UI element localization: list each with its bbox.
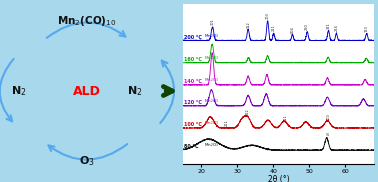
Text: 400: 400: [327, 114, 331, 120]
Text: 101: 101: [211, 19, 214, 25]
Text: 80 °C: 80 °C: [184, 144, 199, 149]
Text: N$_2$: N$_2$: [11, 84, 27, 98]
X-axis label: 2θ (°): 2θ (°): [268, 175, 290, 182]
Text: 224: 224: [335, 25, 338, 31]
Text: 004: 004: [290, 26, 294, 33]
Text: 211: 211: [225, 120, 229, 126]
Text: 411: 411: [284, 114, 288, 120]
Text: 123: 123: [365, 25, 369, 32]
Text: O$_3$: O$_3$: [79, 154, 95, 168]
Text: 211: 211: [272, 25, 276, 31]
Text: 321: 321: [327, 22, 330, 29]
Text: 140 °C: 140 °C: [184, 79, 202, 84]
Text: Mn$_2$(CO)$_{10}$: Mn$_2$(CO)$_{10}$: [57, 14, 117, 28]
Text: Mn$_2$O$_3$: Mn$_2$O$_3$: [204, 97, 219, 105]
Text: ALD: ALD: [73, 84, 101, 98]
Text: 160 °C: 160 °C: [184, 57, 202, 62]
Text: Mn$_2$O$_3$: Mn$_2$O$_3$: [204, 120, 219, 127]
Text: 103: 103: [266, 12, 270, 19]
Text: Mn$_2$O$_3$: Mn$_2$O$_3$: [204, 54, 219, 62]
Text: Si: Si: [325, 133, 329, 137]
Text: Mn$_2$O$_3$: Mn$_2$O$_3$: [204, 142, 219, 149]
Text: 200 °C: 200 °C: [184, 35, 202, 40]
Text: 120 °C: 120 °C: [184, 100, 202, 105]
Text: 100 °C: 100 °C: [184, 122, 202, 127]
Text: Mn$_2$O$_3$: Mn$_2$O$_3$: [204, 32, 219, 40]
Text: 222: 222: [246, 109, 250, 115]
Text: 220: 220: [305, 23, 309, 30]
Text: N$_2$: N$_2$: [127, 84, 143, 98]
Text: Mn$_2$O$_3$: Mn$_2$O$_3$: [204, 76, 219, 84]
Text: 112: 112: [246, 21, 250, 28]
